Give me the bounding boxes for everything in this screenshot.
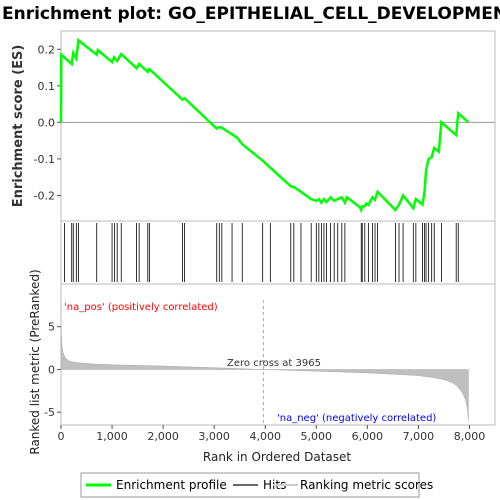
zero-cross-label: Zero cross at 3965 bbox=[227, 358, 321, 369]
metric-y-tick-label: 0 bbox=[48, 363, 55, 376]
x-tick-label: 6,000 bbox=[352, 430, 384, 443]
x-axis-label: Rank in Ordered Dataset bbox=[203, 450, 351, 464]
legend-enrichment-label: Enrichment profile bbox=[116, 478, 227, 492]
x-tick-label: 3,000 bbox=[198, 430, 230, 443]
es-y-tick-label: -0.1 bbox=[34, 153, 55, 166]
es-y-tick-label: 0.0 bbox=[38, 116, 56, 129]
metric-y-axis-label: Ranked list metric (PreRanked) bbox=[28, 269, 42, 454]
es-panel bbox=[60, 30, 496, 222]
ranking-metric-area bbox=[60, 324, 469, 421]
es-y-tick-label: -0.2 bbox=[34, 189, 55, 202]
metric-y-tick-label: -5 bbox=[44, 406, 55, 419]
es-y-tick-label: 0.2 bbox=[38, 43, 56, 56]
legend-metric-label: Ranking metric scores bbox=[300, 478, 433, 492]
chart-title: Enrichment plot: GO_EPITHELIAL_CELL_DEVE… bbox=[2, 4, 500, 24]
x-tick-label: 4,000 bbox=[249, 430, 281, 443]
legend: Enrichment profile Hits Ranking metric s… bbox=[80, 472, 433, 498]
x-axis-ticks: 0 1,000 2,000 3,000 4,000 5,000 6,000 7,000 8,00… bbox=[58, 425, 486, 443]
x-tick-label: 8,000 bbox=[454, 430, 486, 443]
enrichment-profile-line bbox=[59, 37, 470, 214]
x-tick-label: 1,000 bbox=[96, 430, 128, 443]
x-tick-label: 2,000 bbox=[147, 430, 179, 443]
es-y-ticks: -0.2 -0.1 0.0 0.1 0.2 bbox=[34, 43, 61, 202]
x-tick-label: 5,000 bbox=[301, 430, 333, 443]
metric-panel bbox=[60, 283, 496, 426]
x-tick-label: 7,000 bbox=[403, 430, 435, 443]
hit-marks bbox=[64, 223, 459, 282]
es-y-tick-label: 0.1 bbox=[38, 80, 56, 93]
metric-y-tick-label: 5 bbox=[48, 321, 55, 334]
hits-panel bbox=[60, 220, 496, 285]
metric-y-ticks: -5 0 5 bbox=[44, 321, 61, 419]
negative-correlation-label: 'na_neg' (negatively correlated) bbox=[277, 413, 436, 424]
positive-correlation-label: 'na_pos' (positively correlated) bbox=[64, 302, 218, 313]
x-tick-label: 0 bbox=[58, 430, 65, 443]
es-y-axis-label: Enrichment score (ES) bbox=[11, 45, 26, 208]
